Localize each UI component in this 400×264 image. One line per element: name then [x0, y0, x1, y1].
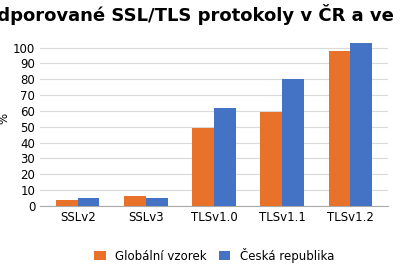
Bar: [282, 79, 304, 206]
Bar: [328, 51, 350, 206]
Bar: [146, 198, 168, 206]
Title: Podporované SSL/TLS protokoly v ČR a ve světě: Podporované SSL/TLS protokoly v ČR a ve …: [0, 4, 400, 25]
Y-axis label: %: %: [0, 113, 10, 124]
Bar: [350, 43, 372, 206]
Bar: [214, 108, 236, 206]
Bar: [192, 128, 214, 206]
Bar: [260, 112, 282, 206]
Bar: [56, 200, 78, 206]
Bar: [78, 198, 100, 206]
Bar: [124, 196, 146, 206]
Legend: Globální vzorek, Česká republika: Globální vzorek, Česká republika: [89, 243, 339, 264]
